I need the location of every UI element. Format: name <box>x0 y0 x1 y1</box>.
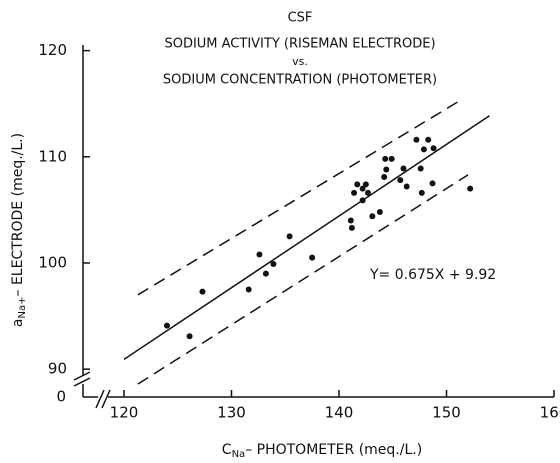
point <box>383 166 390 173</box>
point <box>420 146 427 153</box>
point <box>309 254 316 261</box>
point <box>256 251 263 258</box>
point <box>467 185 474 192</box>
point <box>381 173 388 180</box>
x-tick-label: 130 <box>217 404 246 422</box>
point <box>347 217 354 224</box>
x-label-symbol: C <box>222 442 232 458</box>
y-axis-label: aNa+– ELECTRODE (meq./L.) <box>10 133 28 327</box>
x-tick-label: 160 <box>540 404 560 422</box>
x-axis-label: CNa– PHOTOMETER (meq./L.) <box>222 442 422 460</box>
point <box>397 177 404 184</box>
point <box>430 145 437 152</box>
axis-break <box>73 371 91 381</box>
point <box>286 233 293 240</box>
annotation: Y= 0.675X + 9.92 <box>369 267 496 283</box>
axis-break <box>101 389 111 409</box>
point <box>400 165 407 172</box>
y-tick-label: 100 <box>38 253 67 271</box>
point <box>365 189 372 196</box>
point <box>245 286 252 293</box>
bound-line <box>137 174 469 385</box>
point <box>348 224 355 231</box>
point <box>199 288 206 295</box>
point <box>351 189 358 196</box>
point <box>362 181 369 188</box>
axis-break <box>73 377 91 387</box>
point <box>369 213 376 220</box>
point <box>429 180 436 187</box>
title-line: SODIUM ACTIVITY (RISEMAN ELECTRODE) <box>164 37 435 52</box>
title-line: vs. <box>292 55 308 68</box>
point <box>403 183 410 190</box>
y-break-label: 0 <box>56 388 66 406</box>
point <box>270 261 277 268</box>
point <box>359 185 366 192</box>
regression-line <box>123 115 490 361</box>
axis-break <box>95 389 105 409</box>
x-tick-label: 120 <box>110 404 139 422</box>
point <box>382 155 389 162</box>
point <box>376 209 383 216</box>
point <box>164 322 170 329</box>
x-label-text: – PHOTOMETER (meq./L.) <box>245 442 422 458</box>
point <box>186 333 193 340</box>
point <box>359 197 366 204</box>
y-tick-label: 120 <box>38 41 67 59</box>
point <box>354 181 361 188</box>
point <box>262 270 269 277</box>
title-line: SODIUM CONCENTRATION (PHOTOMETER) <box>163 73 437 88</box>
y-label-text: – ELECTRODE (meq./L.) <box>10 133 26 297</box>
point <box>413 136 420 143</box>
y-label-symbol: a <box>10 318 26 327</box>
bound-line <box>137 100 459 296</box>
y-label-sub: Na+ <box>17 296 28 318</box>
point <box>417 165 424 172</box>
y-tick-label: 90 <box>48 360 67 378</box>
title-line: CSF <box>288 11 313 26</box>
x-label-sub: Na <box>232 449 246 460</box>
x-tick-label: 140 <box>325 404 354 422</box>
point <box>418 189 425 196</box>
x-tick-label: 150 <box>432 404 461 422</box>
point <box>425 136 432 143</box>
point <box>388 155 395 162</box>
y-tick-label: 110 <box>38 147 67 165</box>
